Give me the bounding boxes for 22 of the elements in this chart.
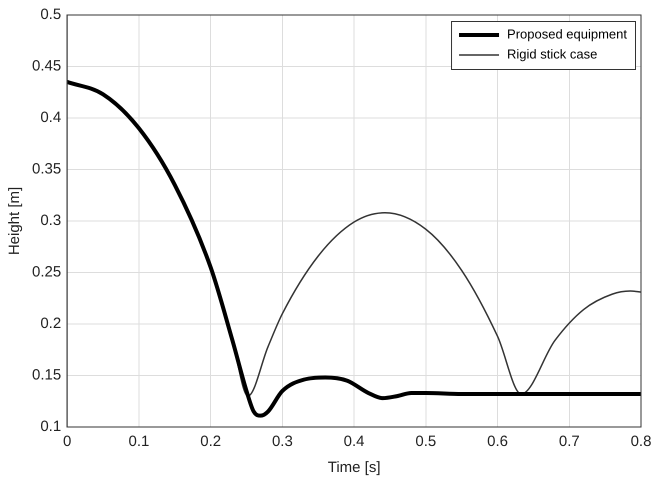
- y-tick-label: 0.35: [32, 160, 62, 178]
- y-tick-label: 0.5: [40, 6, 62, 24]
- x-tick-label: 0.1: [128, 433, 150, 450]
- legend-label: Proposed equipment: [507, 26, 628, 42]
- y-axis-title: Height [m]: [6, 186, 24, 256]
- x-tick-label: 0.2: [200, 433, 222, 450]
- y-tick-label: 0.1: [40, 418, 62, 436]
- x-tick-label: 0.5: [415, 433, 436, 450]
- x-tick-label: 0: [63, 433, 72, 450]
- y-tick-label: 0.45: [32, 58, 62, 75]
- legend-label: Rigid stick case: [507, 46, 598, 62]
- y-tick-label: 0.4: [40, 109, 62, 126]
- x-tick-label: 0.3: [272, 433, 293, 450]
- x-tick-label: 0.7: [558, 433, 580, 450]
- x-tick-label: 0.6: [487, 433, 508, 450]
- x-axis-title: Time [s]: [328, 459, 380, 476]
- y-tick-label: 0.3: [40, 212, 62, 230]
- x-tick-label: 0.8: [630, 433, 652, 450]
- y-tick-label: 0.2: [40, 315, 62, 332]
- y-tick-label: 0.15: [32, 366, 62, 384]
- x-tick-label: 0.4: [344, 433, 365, 450]
- y-tick-label: 0.25: [32, 264, 62, 281]
